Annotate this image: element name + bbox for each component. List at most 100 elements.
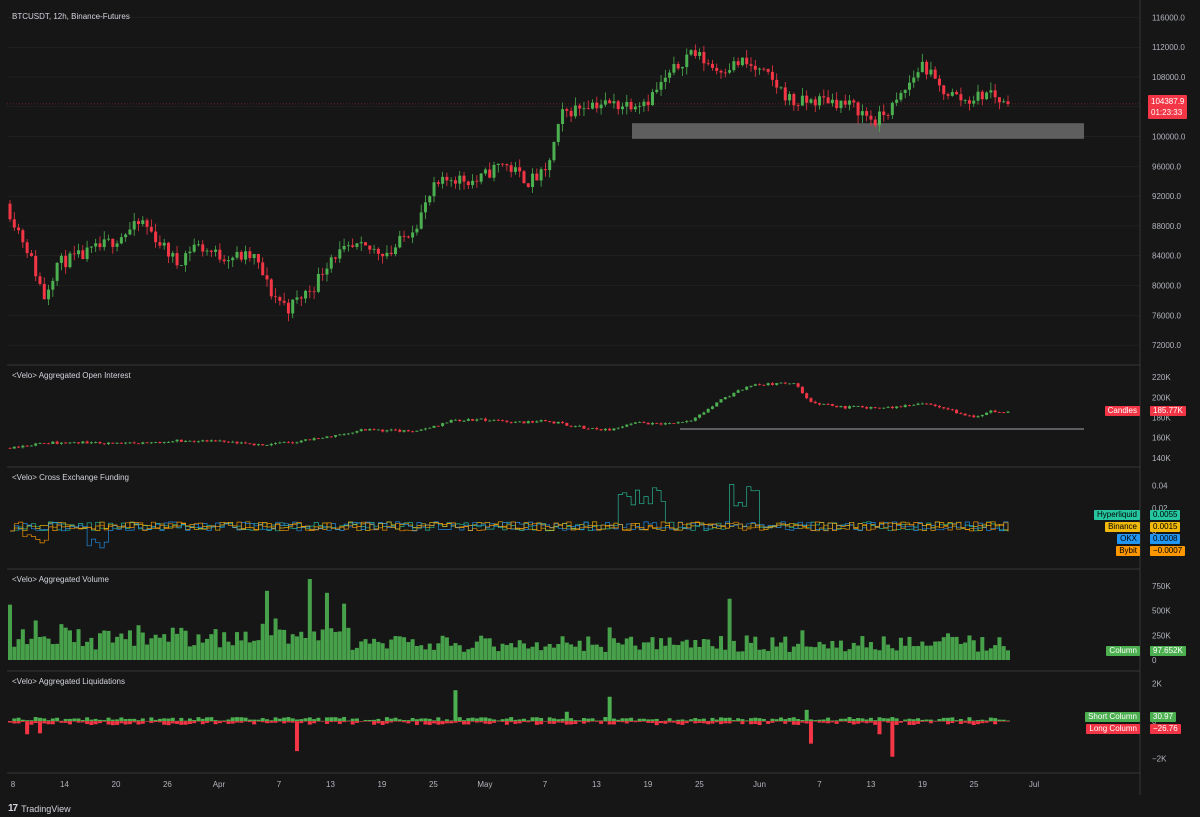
volume-bar <box>453 643 458 660</box>
oi-candle-body <box>72 442 76 444</box>
volume-bar <box>757 649 762 660</box>
oi-candle-body <box>192 440 196 442</box>
oi-candle-body <box>535 421 539 423</box>
short-liq-bar <box>205 717 210 722</box>
price-candle-body <box>809 99 813 103</box>
short-liq-bar <box>166 718 171 722</box>
short-liq-bar <box>928 719 933 722</box>
price-candle-body <box>329 257 333 269</box>
support-zone <box>632 123 1084 139</box>
volume-bar <box>941 637 946 660</box>
oi-candle-body <box>393 429 397 431</box>
long-liq-bar <box>20 721 25 722</box>
price-candle-body <box>997 97 1001 103</box>
long-liq-bar <box>93 721 98 725</box>
short-liq-bar <box>333 717 338 722</box>
price-tick-label: 88000.0 <box>1152 222 1181 231</box>
short-liq-bar <box>37 717 42 722</box>
price-candle-body <box>976 91 980 101</box>
volume-bar <box>783 636 788 660</box>
oi-candle-body <box>638 421 642 423</box>
oi-candle-body <box>115 442 119 444</box>
oi-candle-body <box>342 434 346 435</box>
oi-candle-body <box>231 441 235 443</box>
time-tick-label: May <box>477 780 492 789</box>
price-candle-body <box>261 262 265 276</box>
oi-candle-body <box>561 421 565 423</box>
price-candle-body <box>659 81 663 90</box>
short-liq-bar <box>890 717 895 722</box>
volume-bar <box>320 629 325 660</box>
long-liq-bar <box>821 721 826 723</box>
volume-bar <box>800 630 805 660</box>
price-candle-body <box>513 167 517 172</box>
short-liq-bar <box>826 717 831 722</box>
long-liq-bar <box>770 721 775 723</box>
oi-candle-body <box>304 439 308 441</box>
volume-bar <box>723 649 728 660</box>
oi-candle-body <box>642 421 646 423</box>
oi-candle-body <box>364 429 368 431</box>
short-liq-bar <box>654 718 659 722</box>
short-liq-bar <box>804 709 809 722</box>
price-candle-body <box>453 180 457 184</box>
long-liq-bar <box>749 721 754 725</box>
short-liq-bar <box>170 717 175 722</box>
long-liq-bar <box>286 721 291 723</box>
short-liq-bar <box>200 718 205 722</box>
short-liq-bar <box>350 718 355 722</box>
long-liq-bar <box>881 721 886 722</box>
volume-bar <box>637 649 642 660</box>
volume-bar <box>187 646 192 660</box>
long-liq-bar <box>937 721 942 722</box>
tradingview-logo[interactable]: 17 TradingView <box>8 803 71 814</box>
long-liq-bar <box>517 721 522 724</box>
oi-candle-body <box>646 422 650 425</box>
volume-bar <box>333 631 338 660</box>
oi-candle-body <box>179 439 183 442</box>
price-candle-body <box>612 101 616 104</box>
short-liq-bar <box>637 718 642 722</box>
volume-bar <box>393 636 398 660</box>
long-liq-bar <box>487 721 492 725</box>
time-tick-label: 19 <box>377 780 386 789</box>
oi-candle-body <box>34 443 38 446</box>
long-liq-bar <box>624 721 629 724</box>
volume-bar <box>530 646 535 660</box>
long-liq-bar <box>423 721 428 725</box>
long-liq-bar <box>890 721 895 757</box>
volume-bar <box>629 636 634 660</box>
price-candle-body <box>899 93 903 100</box>
short-liq-bar <box>521 718 526 722</box>
price-tick-label: 100000.0 <box>1152 133 1186 142</box>
oi-candle-body <box>321 437 325 439</box>
long-liq-bar <box>710 721 715 724</box>
long-liq-bar <box>706 721 711 725</box>
price-candle-body <box>959 94 963 101</box>
oi-candle-body <box>826 403 830 405</box>
oi-candle-body <box>843 406 847 409</box>
long-liq-bar <box>410 721 415 722</box>
volume-bar <box>676 644 681 660</box>
long-liq-bar <box>607 721 612 725</box>
oi-candle-body <box>963 413 967 416</box>
price-tick-label: 112000.0 <box>1152 43 1185 52</box>
volume-bar <box>406 642 411 660</box>
volume-bar <box>25 644 30 660</box>
short-liq-bar <box>346 720 351 722</box>
price-candle-body <box>505 164 509 166</box>
volume-bar <box>616 642 621 660</box>
volume-bar <box>444 637 449 660</box>
short-liq-bar <box>941 717 946 722</box>
long-liq-bar <box>226 721 231 724</box>
volume-bar <box>466 649 471 660</box>
long-liq-bar <box>312 721 317 724</box>
short-liq-bar <box>372 719 377 722</box>
oi-candle-body <box>128 442 132 444</box>
price-candle-body <box>475 180 479 182</box>
last-price-value: 104387.9 <box>1151 97 1185 106</box>
volume-bar <box>380 643 385 660</box>
price-candle-body <box>848 100 852 105</box>
oi-candle-body <box>166 442 170 443</box>
